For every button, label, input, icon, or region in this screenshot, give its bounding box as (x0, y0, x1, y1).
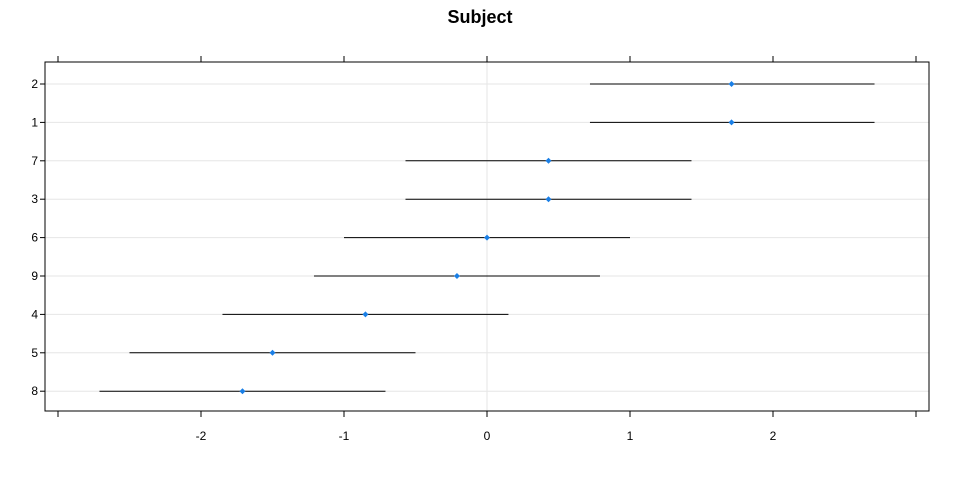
y-tick-label: 7 (31, 154, 38, 168)
marks-layer (99, 81, 875, 395)
x-tick-label: 0 (484, 429, 491, 443)
y-tick-label: 1 (31, 115, 38, 129)
x-tick-label: -2 (196, 429, 207, 443)
plot-frame (44, 61, 930, 412)
y-tick-label: 2 (31, 77, 38, 91)
y-tick-label: 8 (31, 384, 38, 398)
y-tick-label: 6 (31, 231, 38, 245)
x-tick-label: 1 (627, 429, 634, 443)
estimate-point (728, 119, 735, 126)
x-tick-label: -1 (339, 429, 350, 443)
estimate-point (362, 311, 369, 318)
y-tick-label: 5 (31, 346, 38, 360)
estimate-point (545, 196, 552, 203)
y-tick-label: 4 (31, 307, 38, 321)
estimate-point (239, 388, 246, 395)
axes-layer: 2 1 7 3 6 9 4 5 8 -2 -1 0 1 2 (31, 56, 917, 443)
estimate-point (545, 157, 552, 164)
estimate-point (269, 349, 276, 356)
y-tick-label: 3 (31, 192, 38, 206)
chart-title: Subject (447, 7, 512, 27)
y-tick-label: 9 (31, 269, 38, 283)
estimate-point (453, 273, 460, 279)
x-tick-label: 2 (770, 429, 777, 443)
estimate-point (728, 81, 735, 87)
estimate-point (484, 234, 490, 241)
